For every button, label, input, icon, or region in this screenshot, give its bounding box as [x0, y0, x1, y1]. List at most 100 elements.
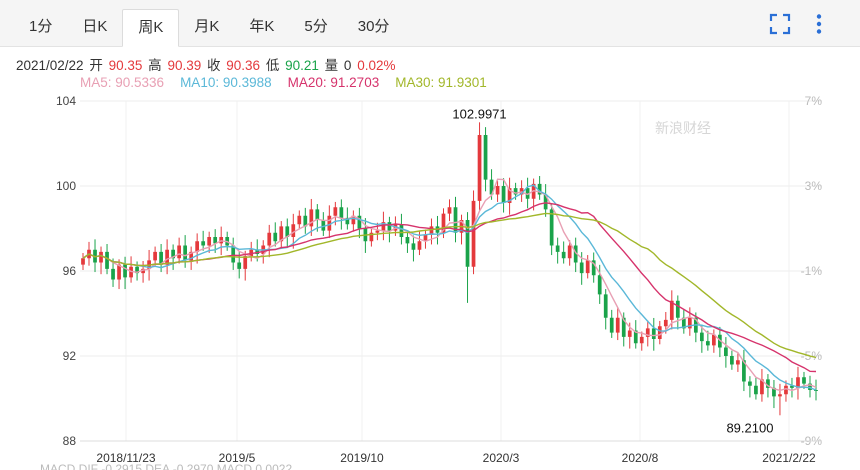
candle-body	[369, 232, 374, 242]
candle-body	[808, 383, 812, 390]
candlestick-chart[interactable]: 104 7%100 3%96 -1%92 -5%88 -9%2018/11/23 2019/…	[0, 88, 860, 462]
tab-5[interactable]: 5分	[304, 18, 328, 35]
ma-line-10	[82, 184, 817, 391]
candle-body	[748, 381, 752, 386]
open-label: 开	[89, 58, 103, 73]
candle-body	[141, 268, 145, 274]
candle-body	[711, 334, 716, 346]
candle-body	[375, 230, 380, 233]
candle-body	[351, 215, 356, 225]
candle-body	[513, 188, 518, 195]
candle-body	[525, 188, 530, 199]
candle-body	[345, 217, 350, 225]
candle-body	[441, 213, 446, 233]
candle-body	[165, 249, 169, 265]
candle-body	[207, 237, 212, 246]
tab-4[interactable]: 年K	[249, 18, 275, 35]
candle-body	[333, 207, 338, 216]
volume-label: 量	[324, 58, 339, 73]
ma-legend-0: MA5: 90.5336	[80, 75, 165, 90]
candle-body	[633, 330, 638, 344]
candle-body	[387, 222, 392, 231]
tab-1[interactable]: 日K	[82, 18, 108, 35]
candle-body	[231, 245, 236, 263]
macd-readout: MACD DIF -0.2915 DEA -0.2970 MACD 0.0022	[40, 462, 293, 470]
candle-body	[189, 251, 194, 261]
tab-3[interactable]: 月K	[194, 18, 220, 35]
candle-body	[243, 256, 248, 269]
period-tab-bar: 1分 日K 周K 月K 年K 5分 30分	[0, 0, 860, 47]
ohlc-info-line: 2021/02/22 开 90.35 高 90.39 收 90.36 低 90.…	[16, 54, 397, 74]
candle-body	[814, 390, 818, 391]
y-tick-label: 96	[63, 264, 77, 278]
candle-body	[736, 360, 740, 365]
candle-body	[724, 347, 728, 356]
x-tick-label: 2019/10	[340, 451, 384, 462]
candle-body	[591, 260, 596, 276]
candle-body	[405, 237, 410, 244]
low-label: 低	[265, 58, 280, 73]
candle-body	[699, 332, 704, 342]
max-annotation: 102.9971	[452, 106, 506, 121]
candle-body	[669, 300, 674, 320]
candle-body	[339, 207, 344, 218]
candle-body	[117, 264, 121, 280]
high-value: 90.39	[167, 58, 202, 73]
candle-body	[237, 262, 242, 269]
candle-body	[657, 326, 662, 339]
candle-body	[760, 379, 764, 395]
candle-body	[177, 245, 181, 259]
tab-6[interactable]: 30分	[357, 18, 390, 35]
candle-body	[453, 207, 458, 233]
fullscreen-icon[interactable]	[769, 13, 791, 35]
candle-body	[621, 317, 626, 337]
candle-body	[471, 200, 476, 267]
candle-body	[754, 385, 758, 395]
candle-body	[381, 222, 386, 231]
candle-body	[579, 262, 584, 274]
more-vertical-icon[interactable]	[808, 13, 830, 35]
x-tick-label: 2019/5	[219, 451, 256, 462]
candle-body	[742, 360, 746, 382]
candle-body	[778, 394, 782, 397]
candle-body	[195, 241, 200, 252]
candle-body	[477, 135, 482, 201]
volume-value: 0	[343, 58, 352, 73]
candle-body	[784, 385, 788, 395]
candle-body	[543, 194, 548, 210]
candle-body	[790, 385, 794, 388]
ma-legend-1: MA10: 90.3988	[180, 75, 272, 90]
candle-body	[537, 183, 542, 195]
moving-average-legend: MA5: 90.5336 MA10: 90.3988 MA20: 91.2703 MA…	[80, 75, 503, 90]
close-label: 收	[207, 58, 221, 73]
candle-body	[279, 226, 284, 242]
candle-body	[309, 209, 314, 227]
candle-body	[465, 220, 470, 267]
candle-body	[489, 179, 494, 195]
candle-body	[297, 215, 302, 225]
candle-body	[159, 251, 163, 265]
candle-body	[561, 251, 566, 259]
candle-body	[627, 330, 632, 337]
candle-body	[321, 220, 326, 231]
candle-body	[429, 226, 434, 235]
tab-2[interactable]: 周K	[122, 9, 180, 47]
watermark: 新浪财经	[655, 120, 711, 136]
candle-body	[135, 266, 139, 274]
candle-body	[213, 237, 218, 244]
candle-body	[153, 251, 157, 261]
y-tick-label: 88	[63, 434, 77, 448]
candle-body	[567, 245, 572, 259]
candle-body	[255, 249, 260, 254]
candle-body	[802, 377, 806, 384]
candle-body	[291, 224, 296, 237]
candle-body	[687, 317, 692, 329]
y2-tick-label: -1%	[801, 264, 823, 278]
x-tick-label: 2018/11/23	[96, 451, 155, 462]
candle-body	[417, 241, 422, 250]
x-tick-label: 2020/8	[622, 451, 659, 462]
candle-body	[730, 356, 734, 365]
tab-0[interactable]: 1分	[29, 18, 53, 35]
ma-legend-3: MA30: 91.9301	[395, 75, 487, 90]
ma-line-30	[82, 212, 817, 359]
